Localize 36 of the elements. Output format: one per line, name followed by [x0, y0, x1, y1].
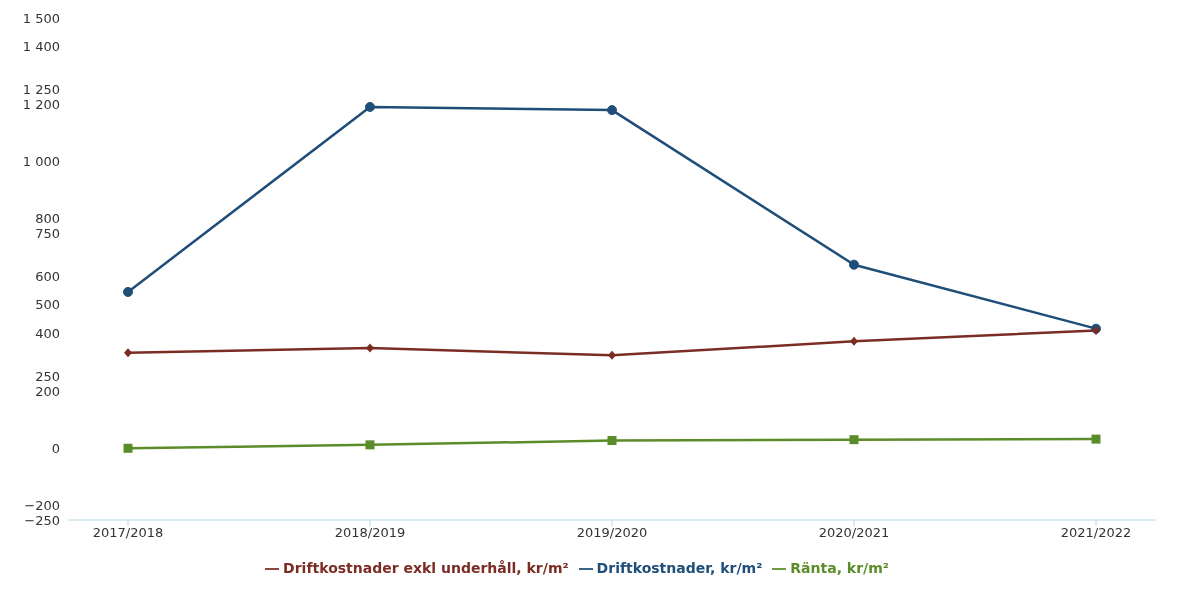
y-tick-label: 1 400	[22, 39, 60, 55]
y-tick-label: 1 000	[22, 154, 60, 170]
y-tick-label: 1 500	[22, 10, 60, 26]
point	[124, 348, 132, 358]
y-tick-label: 500	[35, 297, 60, 313]
point	[607, 436, 617, 446]
legend-label: Driftkostnader exkl underhåll, kr/m²	[283, 560, 569, 576]
legend-label: Ränta, kr/m²	[790, 560, 889, 576]
y-tick-label: 750	[35, 225, 60, 241]
x-tick-label: 2020/2021	[818, 525, 890, 541]
x-tick-label: 2017/2018	[92, 525, 164, 541]
y-tick-label: −200	[24, 498, 60, 514]
x-tick-label: 2021/2022	[1060, 525, 1132, 541]
point	[850, 336, 858, 346]
point	[365, 101, 375, 112]
y-tick-label: 1 250	[22, 82, 60, 98]
y-tick-label: 1 200	[22, 96, 60, 112]
point	[123, 286, 133, 297]
y-tick-label: 800	[35, 211, 60, 227]
y-tick-label: 600	[35, 268, 60, 284]
point	[849, 259, 859, 270]
point	[365, 440, 375, 450]
y-tick-label: 400	[35, 326, 60, 342]
point	[366, 343, 374, 353]
point	[1091, 434, 1101, 444]
legend-label: Driftkostnader, kr/m²	[596, 560, 763, 576]
point	[123, 443, 133, 453]
y-tick-label: 0	[51, 440, 60, 456]
y-tick-label: 200	[35, 383, 60, 399]
x-tick-label: 2019/2020	[576, 525, 648, 541]
point	[608, 350, 616, 360]
y-tick-label: −250	[24, 512, 60, 528]
y-tick-label: 250	[35, 369, 60, 385]
x-tick-label: 2018/2019	[334, 525, 406, 541]
point	[849, 435, 859, 445]
point	[607, 105, 617, 116]
